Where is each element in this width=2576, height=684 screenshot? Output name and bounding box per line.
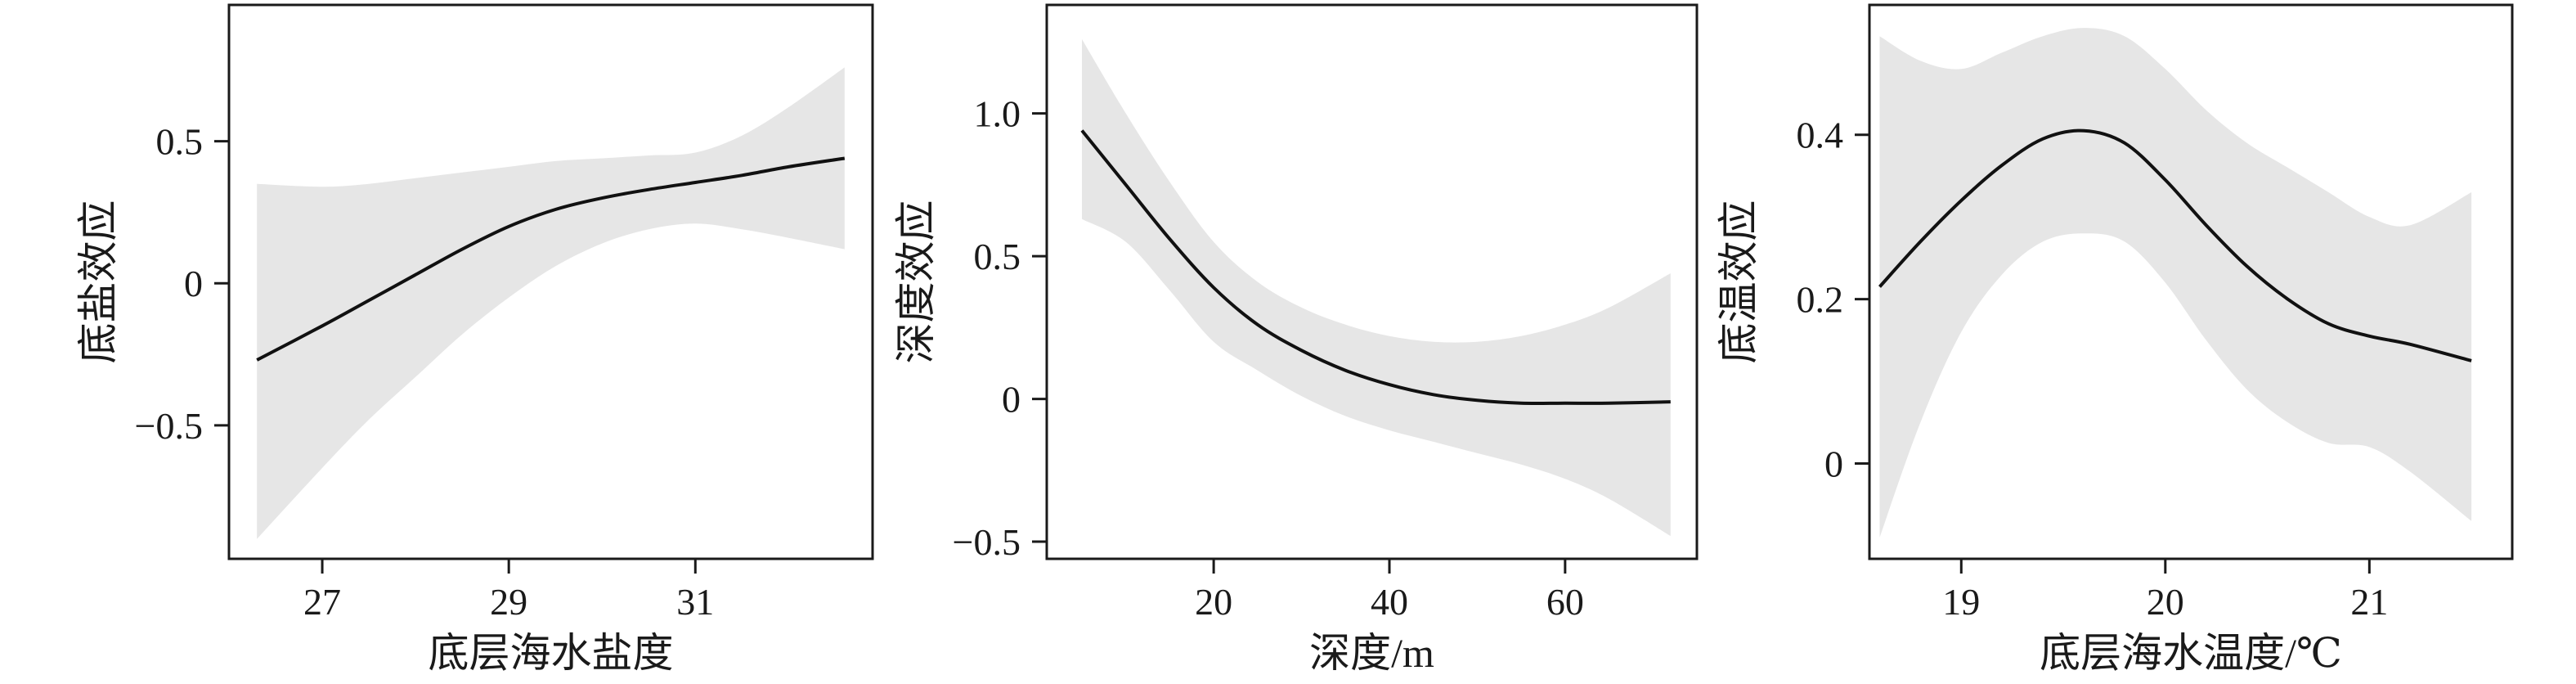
- confidence-band: [1879, 28, 2472, 538]
- chart-panel-3: 19 20 21 0.4 0.2 0 底层海水温度/℃ 底温效应: [1716, 3, 2514, 676]
- y-tick-label: 0.5: [974, 236, 1021, 277]
- chart-panel-2: 20 40 60 1.0 0.5 0 −0.5 深度/m 深度效应: [893, 3, 1699, 676]
- x-tick-label: 31: [676, 581, 714, 623]
- plot-frame: [1868, 3, 2514, 560]
- chart-panel-1: 27 29 31 0.5 0 −0.5 底层海水盐度 底盐效应: [75, 3, 874, 676]
- y-tick-label: 1.0: [974, 93, 1021, 135]
- x-tick-label: 20: [2147, 581, 2184, 623]
- x-tick-label: 19: [1942, 581, 1980, 623]
- x-axis-title: 深度/m: [1309, 630, 1434, 676]
- y-tick-label: 0: [1824, 443, 1843, 484]
- plot-frame: [227, 3, 874, 560]
- y-tick-label: 0.5: [156, 121, 204, 163]
- x-tick-label: 40: [1371, 581, 1408, 623]
- x-tick-label: 20: [1195, 581, 1232, 623]
- y-axis-title: 底温效应: [1716, 200, 1761, 364]
- x-tick-label: 27: [303, 581, 341, 623]
- x-tick-label: 60: [1546, 581, 1584, 623]
- y-axis-title: 底盐效应: [75, 200, 121, 364]
- y-axis-title: 深度效应: [893, 200, 939, 364]
- x-tick-label: 29: [490, 581, 527, 623]
- y-tick-label: 0: [1002, 379, 1021, 421]
- x-axis-title: 底层海水盐度: [429, 630, 674, 676]
- y-tick-label: −0.5: [953, 521, 1021, 563]
- y-tick-label: 0.4: [1797, 115, 1844, 156]
- x-axis-title: 底层海水温度/℃: [2040, 630, 2342, 676]
- y-tick-label: 0.2: [1797, 279, 1844, 321]
- confidence-band: [257, 67, 845, 539]
- y-tick-label: −0.5: [135, 405, 203, 447]
- series-line: [256, 156, 846, 362]
- series-line: [1878, 128, 2472, 362]
- confidence-band: [1082, 38, 1671, 537]
- x-tick-label: 21: [2350, 581, 2388, 623]
- plot-frame: [1045, 3, 1699, 560]
- y-tick-label: 0: [184, 263, 203, 304]
- series-line: [1080, 129, 1671, 406]
